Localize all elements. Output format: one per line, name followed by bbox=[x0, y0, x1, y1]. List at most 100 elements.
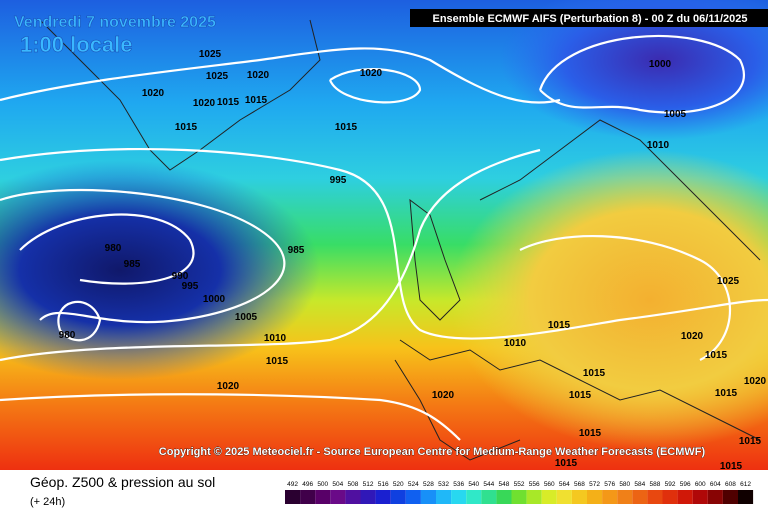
scale-swatch bbox=[526, 490, 542, 504]
scale-swatch bbox=[436, 490, 452, 504]
copyright: Copyright © 2025 Meteociel.fr - Source E… bbox=[159, 446, 706, 458]
scale-label: 516 bbox=[378, 481, 389, 488]
scale-swatch bbox=[511, 490, 527, 504]
isobar-label: 1025 bbox=[206, 71, 229, 82]
isobar-label: 1025 bbox=[199, 49, 222, 60]
isobar-label: 1020 bbox=[744, 376, 767, 387]
scale-label: 592 bbox=[665, 481, 676, 488]
isobar-label: 1020 bbox=[681, 331, 704, 342]
scale-label: 604 bbox=[710, 481, 721, 488]
scale-swatch bbox=[300, 490, 316, 504]
low-pressure-area bbox=[0, 160, 320, 380]
isobar-label: 1015 bbox=[739, 436, 762, 447]
scale-swatch bbox=[556, 490, 572, 504]
scale-label: 596 bbox=[680, 481, 691, 488]
coastlines bbox=[39, 19, 761, 461]
scale-swatch bbox=[345, 490, 361, 504]
scale-label: 612 bbox=[740, 481, 751, 488]
scale-swatch bbox=[707, 490, 723, 504]
scale-label: 524 bbox=[408, 481, 419, 488]
isobar-label: 995 bbox=[182, 281, 199, 292]
scale-swatch bbox=[722, 490, 738, 504]
footer-title: Géop. Z500 & pression au sol bbox=[30, 474, 215, 490]
scale-swatch bbox=[587, 490, 603, 504]
isobar-label: 1020 bbox=[432, 390, 455, 401]
isobar-label: 985 bbox=[124, 259, 141, 270]
scale-swatch bbox=[692, 490, 708, 504]
isobar-label: 990 bbox=[172, 271, 189, 282]
scale-swatch bbox=[420, 490, 436, 504]
scale-label: 576 bbox=[604, 481, 615, 488]
high-geopotential-area bbox=[450, 150, 768, 450]
isobar-label: 1020 bbox=[217, 381, 240, 392]
isobars bbox=[0, 34, 768, 441]
isobar-label: 1015 bbox=[548, 320, 571, 331]
scale-label: 556 bbox=[529, 481, 540, 488]
scale-label: 540 bbox=[468, 481, 479, 488]
scale-swatch bbox=[360, 490, 376, 504]
model-banner bbox=[410, 9, 768, 27]
isobar-label: 1015 bbox=[583, 368, 606, 379]
isobar-label: 1015 bbox=[555, 458, 578, 469]
scale-swatch bbox=[571, 490, 587, 504]
scale-label: 492 bbox=[287, 481, 298, 488]
scale-swatch bbox=[541, 490, 557, 504]
scale-label: 508 bbox=[348, 481, 359, 488]
scale-label: 500 bbox=[317, 481, 328, 488]
isobar-label: 1005 bbox=[235, 312, 258, 323]
scale-label: 536 bbox=[453, 481, 464, 488]
scale-swatch bbox=[617, 490, 633, 504]
scale-label: 572 bbox=[589, 481, 600, 488]
scale-label: 600 bbox=[695, 481, 706, 488]
scale-swatch bbox=[405, 490, 421, 504]
isobar-label: 1020 bbox=[360, 68, 383, 79]
forecast-lead: (+ 24h) bbox=[30, 496, 65, 508]
isobar-label: 1015 bbox=[175, 122, 198, 133]
scale-label: 504 bbox=[332, 481, 343, 488]
isobar-label: 1015 bbox=[335, 122, 358, 133]
isobar-label: 1000 bbox=[649, 59, 672, 70]
scale-swatch bbox=[602, 490, 618, 504]
scale-label: 564 bbox=[559, 481, 570, 488]
isobar-label: 1020 bbox=[142, 88, 165, 99]
scale-label: 568 bbox=[574, 481, 585, 488]
scale-swatch bbox=[632, 490, 648, 504]
forecast-time: 1:00 locale bbox=[20, 32, 133, 57]
scale-label: 528 bbox=[423, 481, 434, 488]
isobar-label: 1005 bbox=[664, 109, 687, 120]
scale-swatch bbox=[375, 490, 391, 504]
isobar-label: 1015 bbox=[715, 388, 738, 399]
scale-label: 544 bbox=[483, 481, 494, 488]
scale-swatch bbox=[647, 490, 663, 504]
isobar-label: 1015 bbox=[705, 350, 728, 361]
isobar-label: 1015 bbox=[217, 97, 240, 108]
scale-label: 560 bbox=[544, 481, 555, 488]
isobar-label: 1025 bbox=[717, 276, 740, 287]
scale-label: 512 bbox=[363, 481, 374, 488]
isobar-label: 1000 bbox=[203, 294, 226, 305]
scale-label: 580 bbox=[619, 481, 630, 488]
isobar-label: 980 bbox=[59, 330, 76, 341]
isobar-label: 1015 bbox=[720, 461, 743, 472]
scale-swatch bbox=[390, 490, 406, 504]
scale-label: 608 bbox=[725, 481, 736, 488]
scale-swatch bbox=[315, 490, 331, 504]
scale-swatch bbox=[451, 490, 467, 504]
scale-label: 520 bbox=[393, 481, 404, 488]
isobar-label: 1010 bbox=[264, 333, 287, 344]
forecast-date: Vendredi 7 novembre 2025 bbox=[14, 14, 216, 31]
isobar-label: 1015 bbox=[579, 428, 602, 439]
scale-swatch bbox=[285, 490, 301, 504]
isobar-label: 1015 bbox=[569, 390, 592, 401]
isobar-label: 1010 bbox=[647, 140, 670, 151]
scale-swatch bbox=[466, 490, 482, 504]
scale-swatch bbox=[496, 490, 512, 504]
isobar-label: 985 bbox=[288, 245, 305, 256]
color-scale: 492 496 500 504 508 512 516 520 524 528 532 536 540 5… bbox=[285, 481, 754, 504]
scale-swatch bbox=[330, 490, 346, 504]
isobar-label: 1020 bbox=[193, 98, 216, 109]
isobar-label: 1010 bbox=[504, 338, 527, 349]
scale-label: 496 bbox=[302, 481, 313, 488]
